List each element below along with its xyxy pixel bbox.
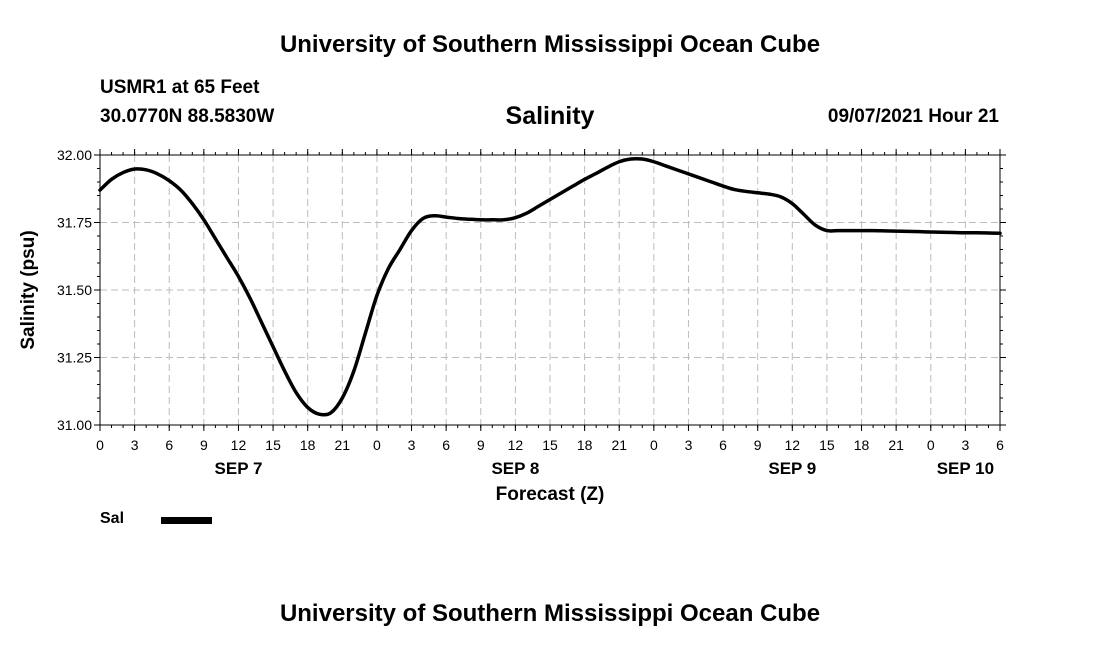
y-tick-label: 31.00 xyxy=(57,417,92,433)
x-tick-label: 9 xyxy=(200,437,208,453)
x-tick-label: 18 xyxy=(577,437,593,453)
x-tick-label: 6 xyxy=(442,437,450,453)
y-tick-labels: 31.00 31.25 31.50 31.75 32.00 xyxy=(57,147,92,433)
x-tick-label: 18 xyxy=(854,437,870,453)
x-tick-label: 18 xyxy=(300,437,316,453)
coordinates-label: 30.0770N 88.5830W xyxy=(100,106,275,127)
x-tick-label: 6 xyxy=(165,437,173,453)
x-tick-label: 0 xyxy=(373,437,381,453)
x-tick-label: 9 xyxy=(754,437,762,453)
x-tick-label: 12 xyxy=(508,437,524,453)
x-tick-label: 21 xyxy=(335,437,351,453)
forecast-datetime: 09/07/2021 Hour 21 xyxy=(827,106,999,127)
x-tick-label: 0 xyxy=(927,437,935,453)
x-tick-label: 12 xyxy=(231,437,247,453)
grid xyxy=(100,155,1000,425)
y-tick-label: 31.75 xyxy=(57,215,92,231)
x-tick-label: 12 xyxy=(785,437,801,453)
footer-title: University of Southern Mississippi Ocean… xyxy=(279,600,821,627)
x-tick-label: 21 xyxy=(611,437,627,453)
y-tick-label: 31.25 xyxy=(57,350,92,366)
day-label: SEP 8 xyxy=(491,459,539,478)
legend-swatch xyxy=(161,517,212,524)
x-tick-label: 15 xyxy=(542,437,558,453)
day-labels: SEP 7 SEP 8 SEP 9 SEP 10 xyxy=(215,459,995,478)
x-tick-label: 9 xyxy=(477,437,485,453)
x-tick-label: 15 xyxy=(265,437,281,453)
x-tick-label: 0 xyxy=(650,437,658,453)
day-label: SEP 9 xyxy=(768,459,816,478)
y-tick-label: 31.50 xyxy=(57,282,92,298)
x-tick-label: 0 xyxy=(96,437,104,453)
plot-frame xyxy=(99,154,1001,426)
x-tick-label: 3 xyxy=(685,437,693,453)
day-label: SEP 7 xyxy=(215,459,263,478)
y-axis-label: Salinity (psu) xyxy=(18,230,39,349)
x-tick-label: 3 xyxy=(961,437,969,453)
station-label: USMR1 at 65 Feet xyxy=(100,77,260,98)
chart-title: Salinity xyxy=(505,102,595,130)
x-tick-label: 3 xyxy=(131,437,139,453)
x-tick-label: 21 xyxy=(888,437,904,453)
salinity-series-line xyxy=(98,156,1002,417)
x-tick-label: 6 xyxy=(996,437,1004,453)
x-tick-label: 15 xyxy=(819,437,835,453)
legend-label: Sal xyxy=(100,510,125,527)
x-tick-labels: 0 3 6 9 12 15 18 21 0 3 6 9 12 15 18 21 0 3 6 9 12 15 18 21 0 3 6 xyxy=(96,437,1004,453)
y-tick-label: 32.00 xyxy=(57,147,92,163)
day-label: SEP 10 xyxy=(937,459,994,478)
x-tick-label: 6 xyxy=(719,437,727,453)
x-tick-label: 3 xyxy=(408,437,416,453)
x-axis-label: Forecast (Z) xyxy=(496,484,605,505)
header-title: University of Southern Mississippi Ocean… xyxy=(279,31,821,58)
